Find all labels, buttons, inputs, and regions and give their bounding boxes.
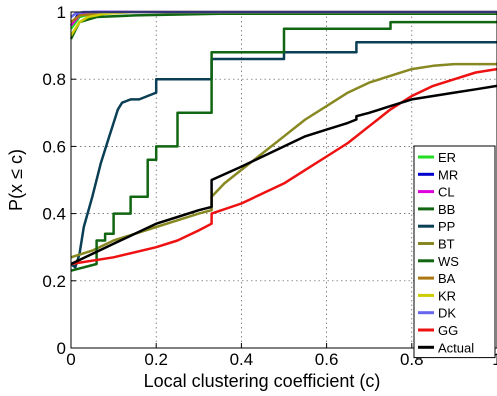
legend-label-actual: Actual: [438, 340, 474, 355]
y-tick-label: 1: [57, 3, 66, 22]
legend-label-pp: PP: [438, 219, 455, 234]
legend-label-dk: DK: [438, 306, 456, 321]
legend-label-ws: WS: [438, 254, 459, 269]
axis-ticks: 00.20.40.60.8100.20.40.60.81: [42, 3, 497, 369]
y-tick-label: 0.8: [42, 70, 66, 89]
y-tick-label: 0.2: [42, 272, 66, 291]
legend-label-bt: BT: [438, 237, 455, 252]
legend-label-cl: CL: [438, 185, 455, 200]
y-tick-label: 0: [57, 339, 66, 358]
legend-label-mr: MR: [438, 167, 458, 182]
legend-label-gg: GG: [438, 323, 458, 338]
legend-label-kr: KR: [438, 288, 456, 303]
y-axis-label: P(x ≤ c): [6, 149, 26, 211]
x-tick-label: 0.2: [144, 350, 168, 369]
legend-label-ba: BA: [438, 271, 456, 286]
legend-box: [413, 145, 496, 359]
legend: ER MR CL BB PP BT WS BA KR DK GG Actual: [413, 145, 496, 359]
x-tick-label: 0.4: [230, 350, 254, 369]
legend-label-bb: BB: [438, 202, 455, 217]
series-line-ws: [70, 20, 497, 272]
series-line-gg: [70, 67, 497, 266]
y-tick-label: 0.6: [42, 137, 66, 156]
legend-label-er: ER: [438, 150, 456, 165]
axes-frame: [70, 11, 497, 349]
y-tick-label: 0.4: [42, 205, 66, 224]
series-line-actual: [70, 84, 497, 266]
x-tick-label: 0.6: [315, 350, 339, 369]
x-tick-label: 0: [66, 350, 75, 369]
x-tick-label: 1: [492, 350, 497, 369]
x-axis-label: Local clustering coefficient (c): [144, 371, 381, 391]
series-line-pp: [70, 40, 497, 269]
